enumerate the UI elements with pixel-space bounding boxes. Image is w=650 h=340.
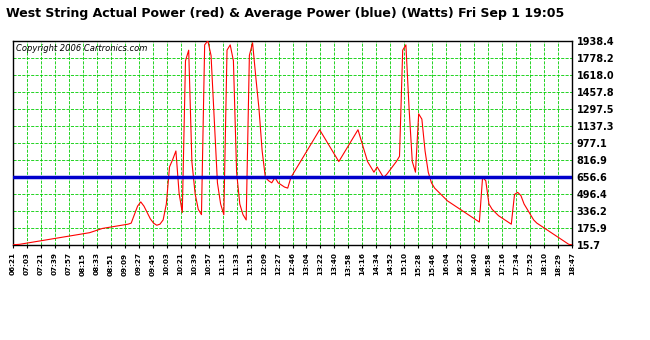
Text: Copyright 2006 Cartronics.com: Copyright 2006 Cartronics.com bbox=[16, 44, 147, 53]
Text: West String Actual Power (red) & Average Power (blue) (Watts) Fri Sep 1 19:05: West String Actual Power (red) & Average… bbox=[6, 7, 565, 20]
